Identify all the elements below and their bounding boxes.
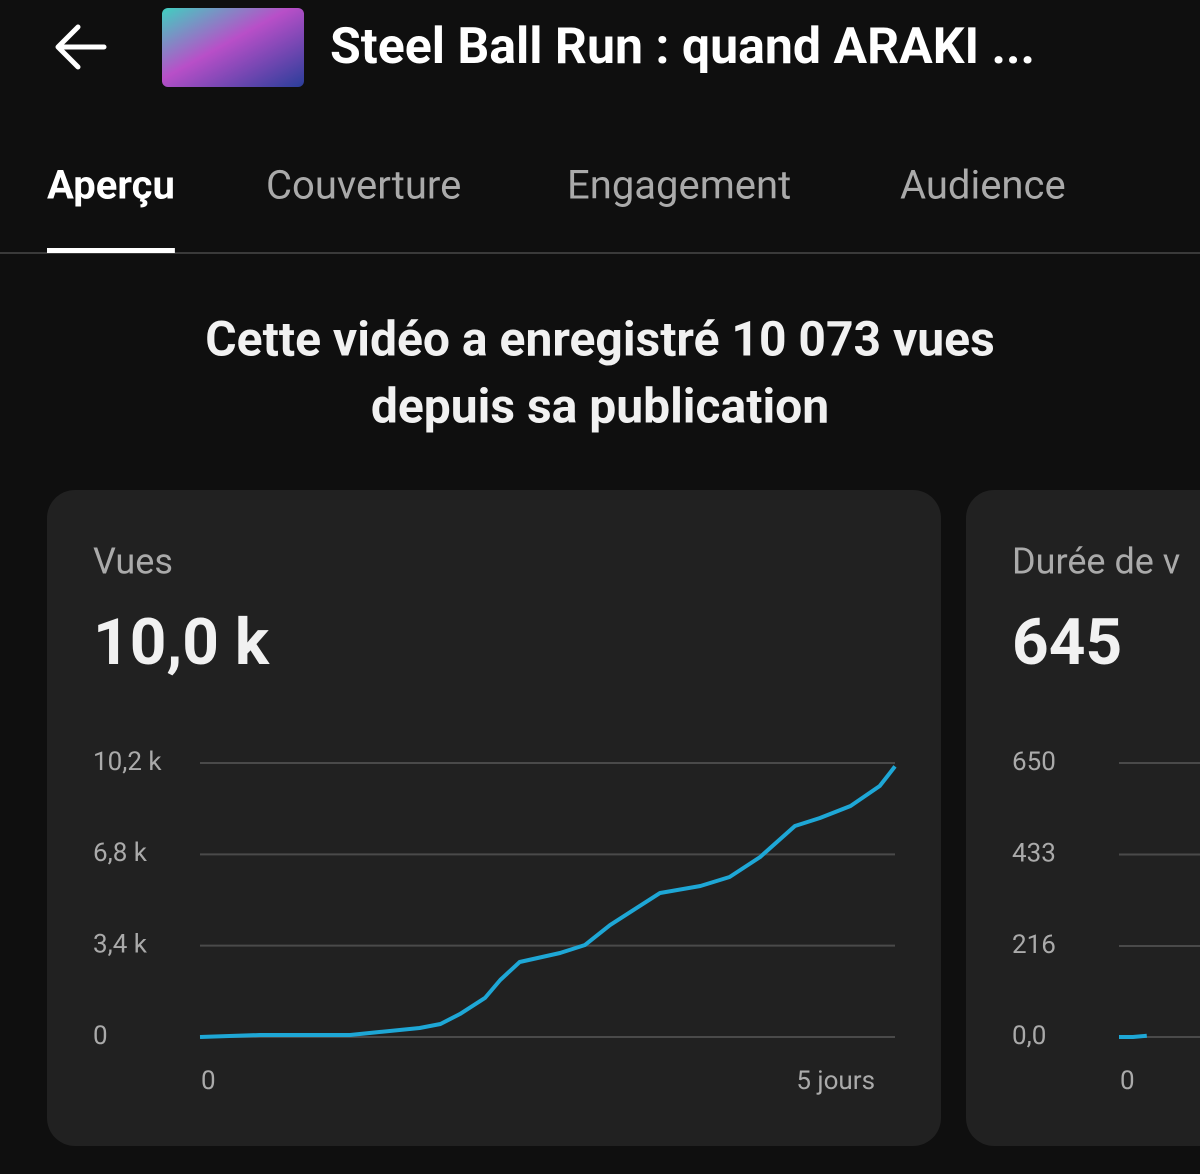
x-tick-label: 0: [201, 1066, 216, 1096]
tab[interactable]: Couverture: [266, 162, 461, 209]
card-label: Vues: [93, 541, 173, 583]
card-label: Durée de v: [1012, 541, 1180, 583]
tab[interactable]: Audience: [900, 162, 1066, 209]
y-tick-label: 0: [93, 1021, 108, 1051]
metric-card: [966, 490, 1200, 1146]
headline-line: depuis sa publication: [371, 378, 829, 435]
x-tick-label: 5 jours: [796, 1066, 875, 1096]
y-tick-label: 216: [1012, 930, 1056, 960]
card-value: 10,0 k: [93, 605, 270, 680]
y-tick-label: 433: [1012, 838, 1056, 868]
metric-card: [47, 490, 941, 1146]
back-arrow: [55, 24, 107, 70]
headline-line: Cette vidéo a enregistré 10 073 vues: [205, 311, 994, 368]
back-button[interactable]: [55, 24, 107, 70]
x-tick-label: 0: [1120, 1066, 1135, 1096]
y-tick-label: 0,0: [1012, 1021, 1046, 1051]
line-series: [199, 765, 897, 1039]
y-tick-label: 10,2 k: [93, 747, 162, 777]
tab[interactable]: Engagement: [567, 162, 791, 209]
tab-underline: [47, 248, 175, 253]
y-tick-label: 650: [1012, 747, 1056, 777]
card-value: 645: [1012, 605, 1122, 680]
line-series: [1119, 1033, 1147, 1039]
video-title: Steel Ball Run : quand ARAKI ...: [330, 18, 1035, 76]
tab[interactable]: Aperçu: [47, 162, 175, 209]
thumbnail: [162, 8, 304, 87]
y-tick-label: 6,8 k: [93, 838, 148, 868]
y-tick-label: 3,4 k: [93, 930, 148, 960]
